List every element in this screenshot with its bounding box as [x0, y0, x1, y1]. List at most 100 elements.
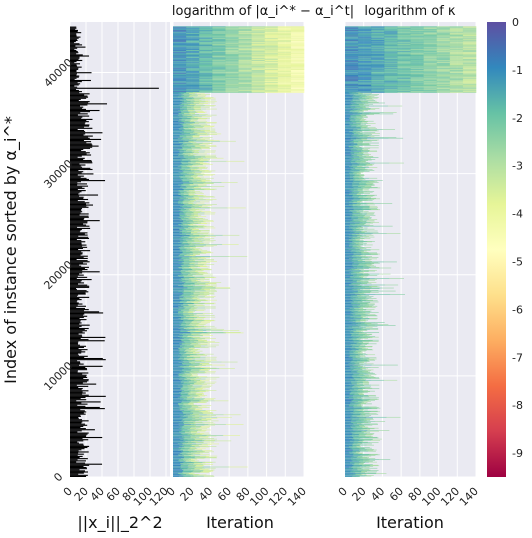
kappa-cell [352, 445, 357, 447]
alpha-diff-cell [205, 291, 217, 292]
kappa-cell [371, 61, 385, 63]
alpha-diff-cell [177, 458, 184, 460]
alpha-diff-cell [277, 89, 292, 91]
alpha-diff-cell [173, 272, 182, 274]
kappa-cell [358, 68, 372, 70]
alpha-diff-cell [173, 175, 180, 177]
alpha-diff-cell [182, 375, 189, 377]
kappa-cell [345, 441, 350, 442]
kappa-cell [371, 89, 385, 91]
alpha-diff-cell [200, 106, 210, 108]
kappa-cell [436, 69, 451, 71]
alpha-diff-cell [173, 385, 179, 386]
alpha-diff-cell [189, 111, 199, 113]
kappa-cell [345, 419, 353, 420]
alpha-diff-cell [173, 345, 181, 346]
kappa-cell [357, 455, 365, 457]
alpha-diff-cell [183, 101, 196, 103]
alpha-diff-cell [179, 348, 187, 350]
alpha-diff-cell [277, 85, 292, 87]
norm-bar [70, 28, 76, 30]
alpha-diff-cell [212, 69, 226, 71]
alpha-diff-cell [189, 406, 199, 408]
kappa-cell [357, 468, 362, 470]
alpha-diff-cell [182, 407, 192, 408]
kappa-cell [356, 426, 363, 428]
kappa-cell [345, 417, 351, 419]
alpha-diff-cell [182, 364, 193, 365]
alpha-diff-cell [193, 315, 205, 316]
alpha-diff-cell [173, 142, 184, 144]
norm-bar [70, 183, 88, 185]
alpha-diff-cell [183, 297, 194, 299]
alpha-diff-cell [178, 254, 185, 256]
alpha-diff-cell [196, 310, 205, 311]
alpha-diff-cell [173, 273, 182, 274]
alpha-diff-cell [182, 321, 193, 322]
alpha-diff-cell [193, 287, 205, 289]
kappa-cell [410, 53, 424, 55]
alpha-diff-cell [193, 178, 202, 180]
alpha-diff-cell [195, 161, 204, 163]
alpha-diff-cell [198, 364, 213, 366]
kappa-cell [436, 84, 451, 86]
alpha-diff-cell [173, 390, 185, 391]
alpha-diff-cell [212, 41, 226, 43]
alpha-diff-cell [173, 357, 181, 359]
kappa-cell [410, 82, 424, 84]
kappa-cell [345, 38, 359, 40]
alpha-diff-cell [199, 31, 213, 33]
kappa-cell [410, 77, 424, 79]
kappa-cell [345, 398, 350, 399]
alpha-diff-cell [173, 373, 180, 374]
alpha-diff-cell [179, 345, 188, 347]
kappa-cell [355, 445, 360, 447]
norm-bar [70, 103, 108, 105]
alpha-diff-cell [189, 247, 196, 248]
kappa-cell [345, 54, 359, 56]
alpha-diff-cell [191, 349, 199, 351]
alpha-diff-cell [201, 181, 212, 183]
alpha-diff-cell [188, 404, 194, 405]
kappa-cell [423, 53, 437, 55]
kappa-cell [358, 55, 372, 57]
alpha-diff-cell [251, 87, 265, 89]
alpha-diff-cell [181, 232, 192, 234]
norm-bar [70, 222, 88, 224]
alpha-diff-cell [199, 71, 213, 73]
kappa-cell [449, 43, 464, 45]
norm-bar [70, 63, 81, 65]
alpha-diff-cell [177, 166, 183, 167]
kappa-cell [351, 466, 360, 467]
norm-bar [70, 392, 86, 394]
alpha-diff-cell [193, 220, 204, 222]
kappa-cell [384, 49, 398, 51]
alpha-diff-cell [173, 238, 180, 240]
kappa-cell [348, 446, 354, 448]
kappa-cell [410, 70, 424, 71]
kappa-cell [423, 42, 437, 44]
alpha-diff-cell [179, 254, 187, 255]
alpha-diff-cell [187, 310, 193, 312]
alpha-diff-cell [181, 411, 191, 413]
alpha-diff-cell [173, 177, 180, 178]
kappa-cell [358, 61, 372, 63]
alpha-diff-cell [173, 155, 179, 157]
alpha-diff-cell [225, 28, 239, 30]
alpha-diff-cell [173, 194, 181, 196]
alpha-diff-cell [173, 305, 179, 307]
alpha-diff-cell [173, 270, 181, 272]
kappa-cell [410, 90, 424, 92]
alpha-diff-cell [205, 134, 218, 135]
alpha-diff-cell [192, 301, 200, 303]
alpha-diff-cell [178, 328, 184, 329]
alpha-diff-cell [173, 313, 182, 315]
alpha-diff-cell [173, 363, 183, 365]
norm-bar [70, 238, 77, 241]
alpha-diff-cell [238, 43, 252, 45]
norm-bar [70, 273, 80, 275]
alpha-diff-cell [194, 290, 206, 291]
norm-bar [70, 300, 78, 302]
alpha-diff-cell [180, 313, 189, 315]
kappa-cell [357, 415, 365, 416]
